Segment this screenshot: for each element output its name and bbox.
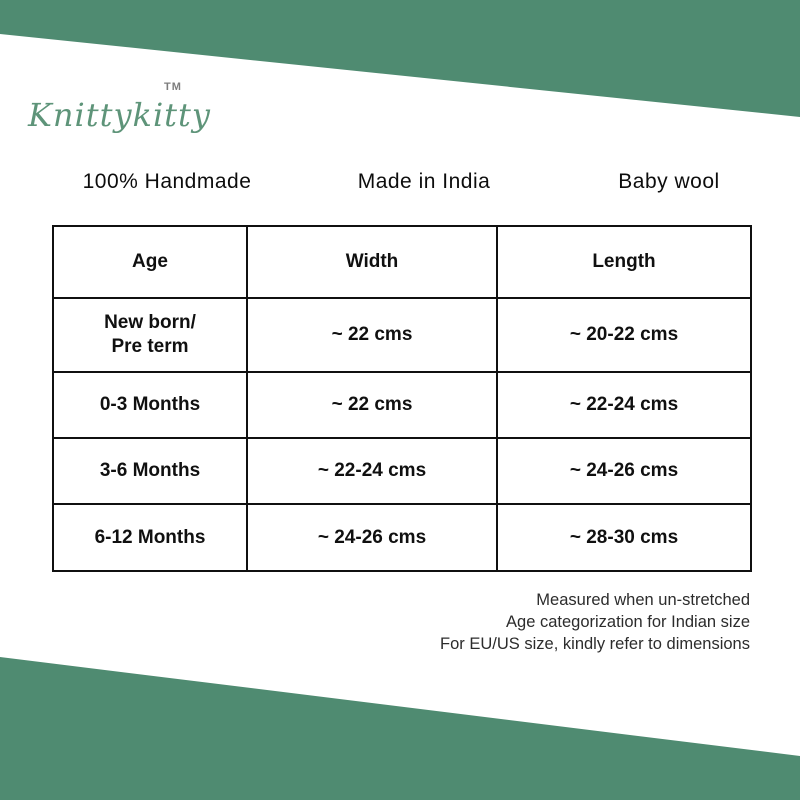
header-age: Age <box>52 225 248 299</box>
cell-width: ~ 24-26 cms <box>246 503 498 572</box>
table-header-row: Age Width Length <box>52 225 752 299</box>
table-row-newborn: New born/ Pre term ~ 22 cms ~ 20-22 cms <box>52 297 752 373</box>
cell-width: ~ 22 cms <box>246 297 498 373</box>
feature-baby-wool-label: Baby wool <box>618 170 720 193</box>
cell-age: 0-3 Months <box>52 371 248 439</box>
footnote-eu-us: For EU/US size, kindly refer to dimensio… <box>440 635 750 653</box>
cell-length: ~ 22-24 cms <box>496 371 752 439</box>
footnotes: Measured when un-stretched Age categoriz… <box>440 589 750 655</box>
top-green-band <box>0 0 800 117</box>
header-length: Length <box>496 225 752 299</box>
cell-length: ~ 28-30 cms <box>496 503 752 572</box>
cell-width: ~ 22 cms <box>246 371 498 439</box>
table-row-3-6-months: 3-6 Months ~ 22-24 cms ~ 24-26 cms <box>52 437 752 505</box>
table-row-0-3-months: 0-3 Months ~ 22 cms ~ 22-24 cms <box>52 371 752 439</box>
brand-name-text: Knittykitty <box>27 96 211 134</box>
cell-age: 3-6 Months <box>52 437 248 505</box>
table-row-6-12-months: 6-12 Months ~ 24-26 cms ~ 28-30 cms <box>52 503 752 572</box>
cell-length: ~ 24-26 cms <box>496 437 752 505</box>
header-width: Width <box>246 225 498 299</box>
cell-width: ~ 22-24 cms <box>246 437 498 505</box>
feature-made-in-india-label: Made in India <box>357 170 491 193</box>
footnote-measurement: Measured when un-stretched <box>536 591 750 609</box>
feature-handmade-label: 100% Handmade <box>82 170 252 193</box>
cell-age: New born/ Pre term <box>52 297 248 373</box>
cell-length: ~ 20-22 cms <box>496 297 752 373</box>
size-chart-table: Age Width Length New born/ Pre term ~ 22… <box>52 225 752 572</box>
trademark-symbol: TM <box>164 81 182 93</box>
footnote-categorization: Age categorization for Indian size <box>506 613 750 631</box>
brand-logo: Knittykitty TM <box>27 81 211 134</box>
bottom-green-band <box>0 657 800 800</box>
cell-age: 6-12 Months <box>52 503 248 572</box>
